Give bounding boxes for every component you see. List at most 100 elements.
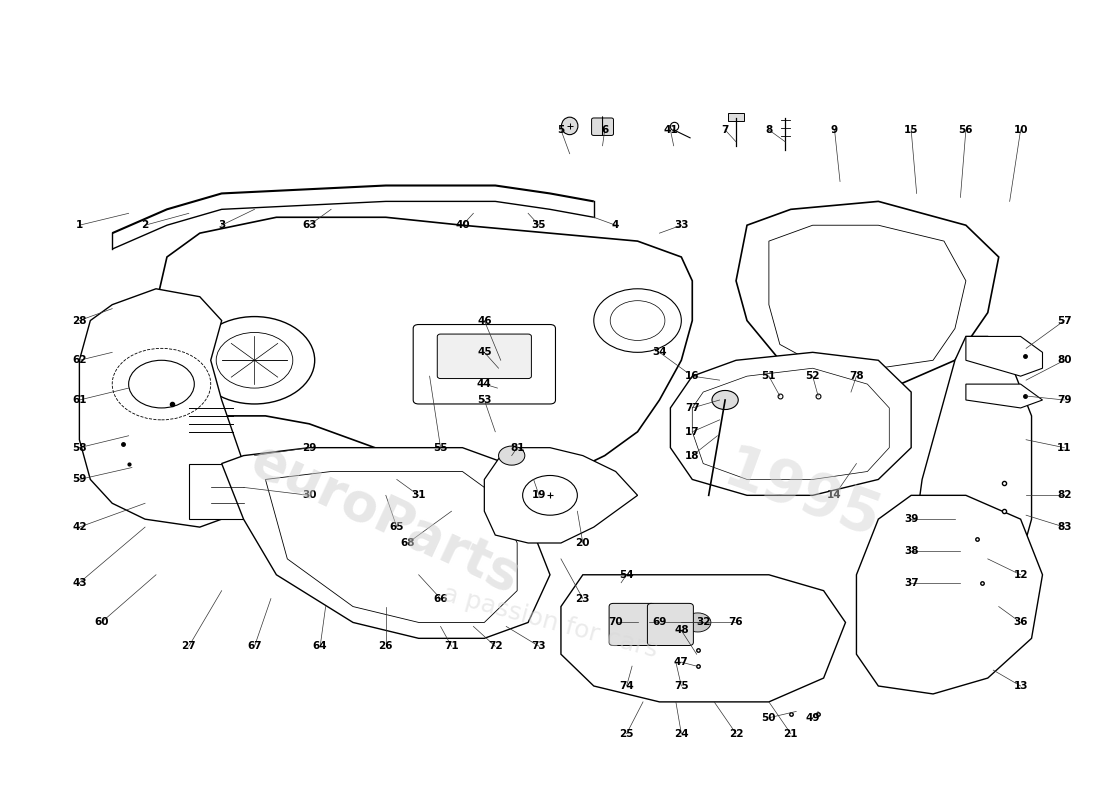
Text: 36: 36 [1013, 618, 1027, 627]
Circle shape [684, 613, 711, 632]
Text: 48: 48 [674, 626, 689, 635]
Text: 80: 80 [1057, 355, 1071, 366]
PathPatch shape [561, 574, 846, 702]
Text: 73: 73 [531, 642, 547, 651]
PathPatch shape [857, 495, 1043, 694]
Text: 61: 61 [73, 395, 87, 405]
FancyBboxPatch shape [592, 118, 614, 135]
Text: 39: 39 [904, 514, 918, 524]
Text: 24: 24 [674, 729, 689, 738]
Text: 74: 74 [619, 681, 634, 691]
Ellipse shape [561, 117, 578, 134]
Text: 29: 29 [302, 442, 317, 453]
Text: 26: 26 [378, 642, 393, 651]
Text: 77: 77 [685, 403, 700, 413]
Text: 45: 45 [477, 347, 492, 358]
Text: 5: 5 [558, 125, 564, 135]
Text: 40: 40 [455, 220, 470, 230]
Text: 37: 37 [904, 578, 918, 588]
PathPatch shape [79, 289, 243, 527]
PathPatch shape [189, 463, 265, 519]
Text: 71: 71 [444, 642, 459, 651]
Text: 27: 27 [182, 642, 196, 651]
Text: 53: 53 [477, 395, 492, 405]
Text: 6: 6 [601, 125, 608, 135]
Circle shape [630, 613, 657, 632]
Text: 51: 51 [761, 371, 777, 381]
Text: 33: 33 [674, 220, 689, 230]
Text: 43: 43 [73, 578, 87, 588]
Text: 63: 63 [302, 220, 317, 230]
Text: 4: 4 [612, 220, 619, 230]
PathPatch shape [966, 384, 1043, 408]
Text: 20: 20 [575, 538, 590, 548]
Circle shape [498, 446, 525, 465]
Circle shape [712, 390, 738, 410]
Text: 58: 58 [73, 442, 87, 453]
Text: 3: 3 [218, 220, 226, 230]
Text: 62: 62 [73, 355, 87, 366]
Text: 47: 47 [674, 657, 689, 667]
Text: 18: 18 [685, 450, 700, 461]
Text: 19: 19 [532, 490, 547, 500]
PathPatch shape [966, 337, 1043, 376]
Text: 31: 31 [411, 490, 426, 500]
Circle shape [658, 613, 683, 632]
Text: 9: 9 [830, 125, 838, 135]
PathPatch shape [736, 202, 999, 384]
Text: 72: 72 [488, 642, 503, 651]
Text: 7: 7 [722, 125, 729, 135]
Text: 70: 70 [608, 618, 623, 627]
Text: 68: 68 [400, 538, 415, 548]
Text: 30: 30 [302, 490, 317, 500]
Text: 44: 44 [477, 379, 492, 389]
Text: 81: 81 [510, 442, 525, 453]
Text: 34: 34 [652, 347, 667, 358]
FancyBboxPatch shape [438, 334, 531, 378]
Text: 66: 66 [433, 594, 448, 604]
Text: 79: 79 [1057, 395, 1071, 405]
Text: 2: 2 [142, 220, 148, 230]
PathPatch shape [670, 352, 911, 495]
PathPatch shape [484, 448, 638, 543]
Text: 46: 46 [477, 315, 492, 326]
Text: 16: 16 [685, 371, 700, 381]
FancyBboxPatch shape [648, 603, 693, 646]
Text: euroParts: euroParts [243, 434, 528, 604]
Text: 75: 75 [674, 681, 689, 691]
PathPatch shape [222, 448, 550, 638]
Text: 69: 69 [652, 618, 667, 627]
Text: 49: 49 [805, 713, 820, 722]
Text: 11: 11 [1057, 442, 1071, 453]
Text: 56: 56 [958, 125, 974, 135]
Text: 65: 65 [389, 522, 404, 532]
PathPatch shape [156, 218, 692, 479]
Text: a passion for cars: a passion for cars [440, 582, 660, 662]
Text: 28: 28 [73, 315, 87, 326]
Text: 57: 57 [1057, 315, 1071, 326]
Text: 32: 32 [696, 618, 711, 627]
Text: 52: 52 [805, 371, 820, 381]
Text: 14: 14 [827, 490, 842, 500]
Text: 42: 42 [73, 522, 87, 532]
Text: 60: 60 [94, 618, 109, 627]
Text: 50: 50 [761, 713, 777, 722]
Text: 82: 82 [1057, 490, 1071, 500]
Text: 17: 17 [685, 426, 700, 437]
Text: 1: 1 [76, 220, 82, 230]
Text: 67: 67 [248, 642, 262, 651]
Text: 76: 76 [728, 618, 744, 627]
Text: 59: 59 [73, 474, 87, 485]
Text: 21: 21 [783, 729, 798, 738]
Text: 8: 8 [766, 125, 772, 135]
Text: 23: 23 [575, 594, 590, 604]
Text: 83: 83 [1057, 522, 1071, 532]
FancyBboxPatch shape [414, 325, 556, 404]
Text: 15: 15 [904, 125, 918, 135]
Text: 78: 78 [849, 371, 864, 381]
Text: 10: 10 [1013, 125, 1027, 135]
Text: 41: 41 [663, 125, 678, 135]
Text: 55: 55 [433, 442, 448, 453]
Text: 35: 35 [531, 220, 547, 230]
PathPatch shape [911, 337, 1032, 654]
